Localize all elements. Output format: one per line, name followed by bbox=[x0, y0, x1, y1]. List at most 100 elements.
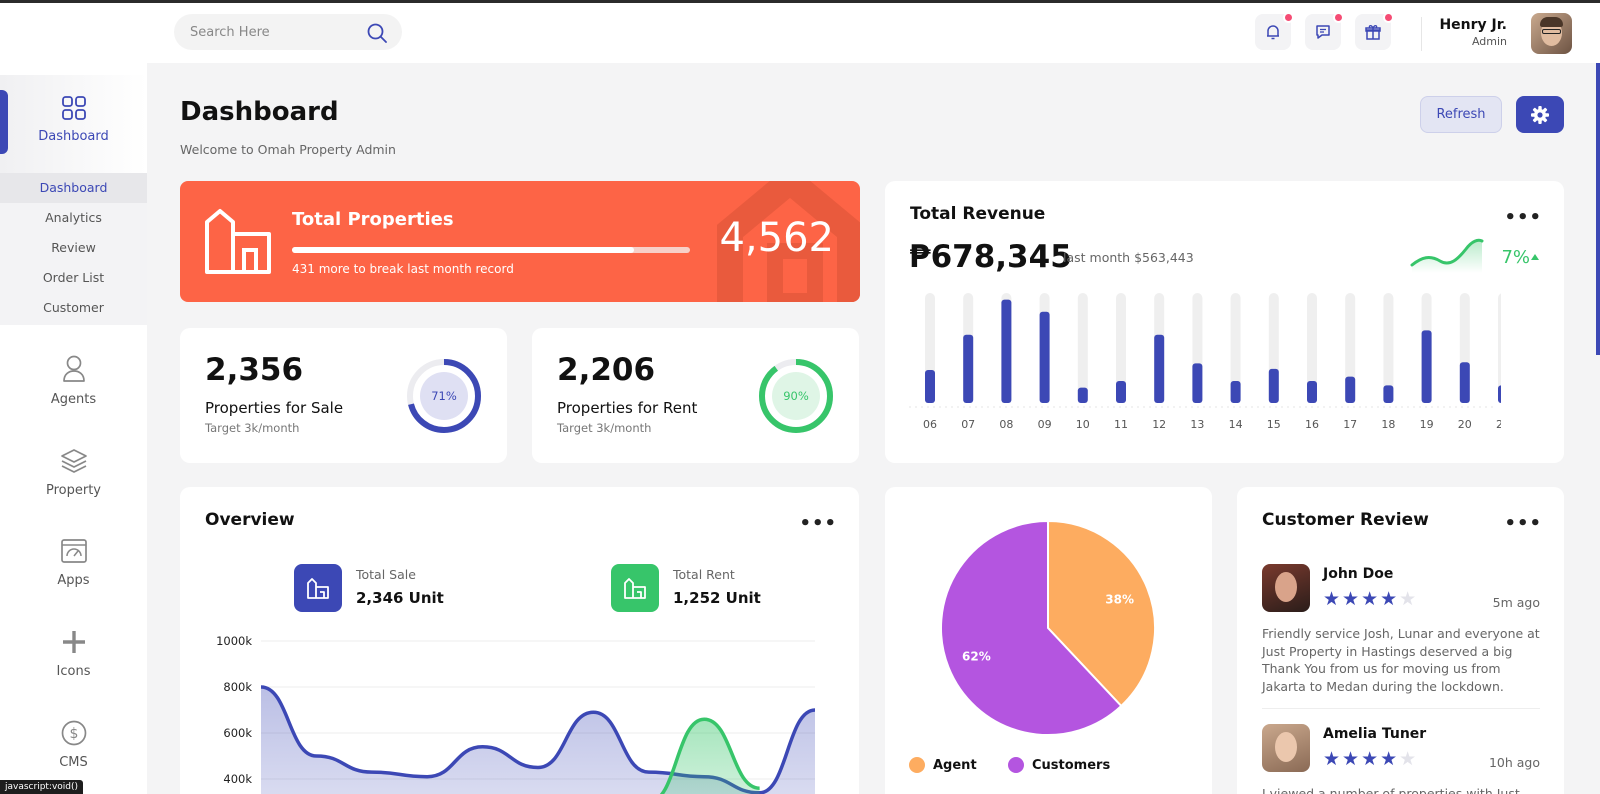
svg-text:$: $ bbox=[69, 726, 78, 742]
x-tick-label: 20 bbox=[1458, 418, 1472, 431]
total-sale-icon-box bbox=[294, 564, 342, 612]
sidebar-item-icons[interactable]: Icons bbox=[0, 628, 147, 679]
revenue-trend-sparkline bbox=[1410, 238, 1484, 273]
rent-label: Properties for Rent bbox=[557, 399, 698, 417]
bell-icon bbox=[1267, 25, 1279, 40]
total-rent-value: 1,252 Unit bbox=[673, 589, 761, 607]
pie-chart-card: 38% 62% Agent Customers bbox=[885, 487, 1212, 794]
revenue-bar[interactable] bbox=[1230, 381, 1241, 403]
pie-slice-label: 62% bbox=[962, 649, 991, 663]
total-sale-value: 2,346 Unit bbox=[356, 589, 444, 607]
reviewer-avatar bbox=[1262, 564, 1310, 612]
sidebar-item-agents[interactable]: Agents bbox=[0, 354, 147, 407]
search-box[interactable] bbox=[174, 14, 402, 50]
legend-customers: Customers bbox=[1008, 757, 1110, 773]
bar-track bbox=[1230, 293, 1241, 403]
total-properties-note: 431 more to break last month record bbox=[292, 262, 514, 276]
plus-icon bbox=[62, 631, 85, 653]
x-tick-label: 14 bbox=[1229, 418, 1243, 431]
revenue-bar[interactable] bbox=[1459, 362, 1470, 403]
revenue-bar[interactable] bbox=[1345, 376, 1356, 403]
revenue-bar[interactable] bbox=[963, 334, 974, 403]
messages-button[interactable] bbox=[1305, 12, 1344, 50]
total-properties-card: Total Properties 431 more to break last … bbox=[180, 181, 860, 302]
reviewer-name: Amelia Tuner bbox=[1323, 726, 1427, 742]
sale-value: 2,356 bbox=[205, 352, 304, 388]
status-bar-url: javascript:void() bbox=[0, 780, 84, 794]
reviewer-avatar bbox=[1262, 724, 1310, 772]
sidebar-item-cms[interactable]: $ CMS bbox=[0, 719, 147, 770]
revenue-menu-button[interactable]: ••• bbox=[1504, 207, 1542, 228]
submenu-review[interactable]: Review bbox=[51, 240, 96, 255]
avatar-face bbox=[1275, 572, 1297, 602]
review-stars: ★★★★★ bbox=[1323, 588, 1418, 610]
submenu-analytics[interactable]: Analytics bbox=[45, 210, 102, 225]
area-fill bbox=[261, 687, 815, 794]
sidebar-item-property[interactable]: Property bbox=[0, 447, 147, 498]
revenue-bar[interactable] bbox=[1116, 381, 1126, 403]
revenue-bar[interactable] bbox=[1268, 368, 1279, 403]
total-properties-progress bbox=[292, 247, 690, 253]
overview-area-chart: 1000k 800k 600k 400k bbox=[216, 634, 816, 794]
rent-value: 2,206 bbox=[557, 352, 656, 388]
area-series-line[interactable] bbox=[649, 717, 760, 794]
x-tick-label: 19 bbox=[1420, 418, 1434, 431]
message-dot bbox=[1333, 12, 1344, 23]
sidebar-item-label: Apps bbox=[57, 573, 90, 588]
total-rent-label: Total Rent bbox=[673, 567, 735, 582]
sale-progress-ring: 71% bbox=[407, 359, 481, 433]
y-tick-label: 800k bbox=[223, 680, 252, 694]
properties-for-sale-card: 2,356 Properties for Sale Target 3k/mont… bbox=[180, 328, 507, 463]
sidebar-item-apps[interactable]: Apps bbox=[0, 537, 147, 588]
customer-review-card: Customer Review ••• John Doe ★★★★★ 5m ag… bbox=[1237, 487, 1564, 794]
y-tick-label: 600k bbox=[223, 726, 252, 740]
pie-slice[interactable] bbox=[1047, 519, 1156, 708]
submenu-customer[interactable]: Customer bbox=[43, 300, 104, 315]
refresh-button[interactable]: Refresh bbox=[1420, 96, 1502, 133]
gifts-button[interactable] bbox=[1355, 12, 1394, 50]
chat-icon bbox=[1316, 25, 1330, 39]
review-divider bbox=[1262, 708, 1540, 709]
sidebar-item-dashboard[interactable] bbox=[0, 75, 147, 173]
total-properties-value: 4,562 bbox=[719, 215, 834, 261]
revenue-bar[interactable] bbox=[1192, 363, 1203, 403]
search-icon[interactable] bbox=[366, 22, 388, 44]
search-input[interactable] bbox=[190, 24, 360, 40]
legend-label: Agent bbox=[933, 757, 977, 773]
scrollbar-thumb[interactable] bbox=[1596, 63, 1600, 355]
page-subtitle: Welcome to Omah Property Admin bbox=[180, 142, 396, 157]
revenue-bar[interactable] bbox=[1383, 385, 1394, 403]
agent-swatch bbox=[909, 757, 925, 773]
total-sale-label: Total Sale bbox=[356, 567, 416, 582]
properties-for-rent-card: 2,206 Properties for Rent Target 3k/mont… bbox=[532, 328, 859, 463]
revenue-bar[interactable] bbox=[925, 370, 935, 403]
notification-dot bbox=[1283, 12, 1294, 23]
gear-icon bbox=[1531, 105, 1549, 124]
revenue-bar[interactable] bbox=[1498, 385, 1501, 403]
revenue-bar[interactable] bbox=[1039, 311, 1050, 403]
settings-button[interactable] bbox=[1516, 96, 1564, 133]
revenue-bar[interactable] bbox=[1001, 299, 1012, 403]
bar-track bbox=[1345, 293, 1356, 403]
legend-label: Customers bbox=[1032, 757, 1111, 773]
submenu-dashboard[interactable]: Dashboard bbox=[0, 173, 147, 203]
sidebar-item-label: Property bbox=[45, 483, 101, 498]
review-title: Customer Review bbox=[1262, 510, 1429, 530]
notifications-button[interactable] bbox=[1255, 12, 1294, 50]
user-info[interactable]: Henry Jr. Admin bbox=[1439, 17, 1507, 48]
pie-slice[interactable] bbox=[940, 519, 1123, 736]
sidebar: Dashboard Dashboard Analytics Review Ord… bbox=[0, 63, 147, 794]
sale-label: Properties for Sale bbox=[205, 399, 344, 417]
avatar[interactable] bbox=[1531, 13, 1572, 54]
overview-menu-button[interactable]: ••• bbox=[799, 513, 837, 534]
revenue-bar[interactable] bbox=[1307, 381, 1317, 403]
total-properties-label: Total Properties bbox=[292, 209, 454, 230]
revenue-bar[interactable] bbox=[1077, 387, 1088, 403]
sidebar-dashboard[interactable]: Dashboard bbox=[0, 95, 147, 144]
review-menu-button[interactable]: ••• bbox=[1504, 513, 1542, 534]
revenue-bar[interactable] bbox=[1421, 330, 1432, 403]
submenu-order-list[interactable]: Order List bbox=[42, 270, 105, 285]
revenue-bar[interactable] bbox=[1154, 334, 1165, 403]
review-time: 10h ago bbox=[1488, 755, 1540, 770]
caret-up-icon bbox=[1531, 254, 1539, 260]
